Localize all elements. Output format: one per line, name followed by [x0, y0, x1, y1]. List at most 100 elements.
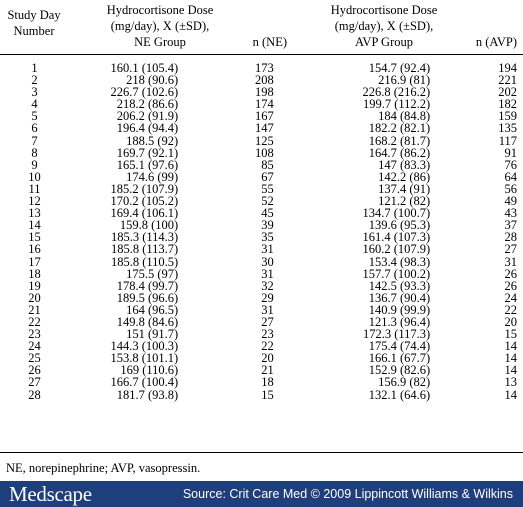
ne-dose-cell: 144.3 (100.3) — [110, 339, 179, 354]
avp-n-cell: 37 — [504, 218, 518, 233]
table-row: 26 169 (110.6) 21 152.9 (82.6) 14 — [0, 363, 523, 378]
ne-dose-cell: 218 (90.6) — [126, 73, 179, 88]
avp-dose-cell: 199.7 (112.2) — [362, 97, 431, 112]
avp-dose-cell: 226.8 (216.2) — [362, 85, 431, 100]
avp-dose-cell: 216.9 (81) — [378, 73, 431, 88]
ne-n-cell: 35 — [261, 230, 274, 245]
ne-n-cell: 27 — [261, 314, 274, 329]
table-row: 15 185.3 (114.3) 35 161.4 (107.3) 28 — [0, 230, 523, 245]
study-day-cell: 14 — [28, 218, 41, 233]
ne-dose-cell: 226.7 (102.6) — [110, 85, 179, 100]
avp-n-cell: 14 — [504, 339, 518, 354]
avp-n-cell: 26 — [504, 278, 518, 293]
avp-n-cell: 22 — [504, 302, 518, 317]
header-ne-dose: Hydrocortisone Dose (mg/day), X (±SD), N… — [106, 3, 214, 49]
ne-n-cell: 15 — [261, 387, 274, 402]
table-row: 12 170.2 (105.2) 52 121.2 (82) 49 — [0, 194, 523, 209]
avp-dose-cell: 121.2 (82) — [378, 194, 431, 209]
table-row: 4 218.2 (86.6) 174 199.7 (112.2) 182 — [0, 97, 523, 112]
avp-dose-cell: 154.7 (92.4) — [368, 61, 431, 75]
table-row: 14 159.8 (100) 39 139.6 (95.3) 37 — [0, 218, 523, 233]
avp-n-cell: 182 — [498, 97, 517, 112]
ne-n-cell: 198 — [255, 85, 274, 100]
ne-dose-cell: 159.8 (100) — [119, 218, 179, 233]
avp-dose-cell: 142.5 (93.3) — [368, 278, 431, 293]
avp-n-cell: 76 — [504, 157, 518, 172]
table-row: 23 151 (91.7) 23 172.3 (117.3) 15 — [0, 327, 523, 342]
study-day-cell: 13 — [28, 206, 41, 221]
ne-dose-cell: 189.5 (96.6) — [116, 290, 179, 305]
ne-dose-cell: 196.4 (94.4) — [116, 121, 179, 136]
ne-dose-cell: 164 (96.5) — [126, 302, 179, 317]
avp-n-cell: 28 — [504, 230, 518, 245]
ne-dose-cell: 174.6 (99) — [126, 169, 179, 184]
ne-n-cell: 39 — [261, 218, 274, 233]
header-divider — [0, 54, 523, 55]
table-row: 20 189.5 (96.6) 29 136.7 (90.4) 24 — [0, 290, 523, 305]
study-day-cell: 1 — [31, 61, 38, 75]
study-day-cell: 4 — [31, 97, 38, 112]
avp-n-cell: 14 — [504, 387, 518, 402]
avp-dose-cell: 153.4 (98.3) — [368, 254, 431, 269]
ne-dose-cell: 185.2 (107.9) — [110, 181, 179, 196]
study-day-cell: 26 — [28, 363, 41, 378]
ne-dose-cell: 170.2 (105.2) — [110, 194, 179, 209]
ne-dose-cell: 153.8 (101.1) — [110, 351, 179, 366]
avp-dose-cell: 139.6 (95.3) — [368, 218, 431, 233]
ne-dose-cell: 181.7 (93.8) — [116, 387, 179, 402]
brand-bar: Medscape Source: Crit Care Med © 2009 Li… — [0, 481, 523, 507]
avp-n-cell: 14 — [504, 363, 518, 378]
ne-n-cell: 67 — [261, 169, 274, 184]
ne-n-cell: 208 — [255, 73, 274, 88]
avp-n-cell: 56 — [504, 181, 518, 196]
table-row: 11 185.2 (107.9) 55 137.4 (91) 56 — [0, 181, 523, 196]
avp-dose-cell: 168.2 (81.7) — [368, 133, 431, 148]
ne-dose-cell: 169.7 (92.1) — [116, 145, 179, 160]
avp-dose-cell: 175.4 (74.4) — [368, 339, 431, 354]
avp-n-cell: 13 — [504, 375, 518, 390]
ne-n-cell: 108 — [255, 145, 274, 160]
avp-dose-cell: 136.7 (90.4) — [368, 290, 431, 305]
avp-dose-cell: 147 (83.3) — [378, 157, 431, 172]
study-day-cell: 2 — [31, 73, 38, 88]
table-body: 1 160.1 (105.4) 173 154.7 (92.4) 194 2 218 (90… — [0, 62, 523, 401]
table-row: 2 218 (90.6) 208 216.9 (81) 221 — [0, 73, 523, 88]
table-row: 13 169.4 (106.1) 45 134.7 (100.7) 43 — [0, 206, 523, 221]
study-day-cell: 27 — [28, 375, 41, 390]
avp-dose-cell: 121.3 (96.4) — [368, 314, 431, 329]
avp-n-cell: 159 — [498, 109, 517, 124]
study-day-cell: 17 — [28, 254, 41, 269]
ne-dose-cell: 151 (91.7) — [126, 327, 179, 342]
avp-dose-cell: 132.1 (64.6) — [368, 387, 431, 402]
ne-dose-cell: 149.8 (84.6) — [116, 314, 179, 329]
ne-n-cell: 55 — [261, 181, 274, 196]
ne-dose-cell: 160.1 (105.4) — [110, 61, 179, 75]
ne-n-cell: 31 — [261, 242, 274, 257]
ne-dose-cell: 185.8 (113.7) — [110, 242, 179, 257]
table-row: 27 166.7 (100.4) 18 156.9 (82) 13 — [0, 375, 523, 390]
footnote: NE, norepinephrine; AVP, vasopressin. — [6, 461, 201, 475]
table-row: 24 144.3 (100.3) 22 175.4 (74.4) 14 — [0, 339, 523, 354]
table-row: 3 226.7 (102.6) 198 226.8 (216.2) 202 — [0, 85, 523, 100]
ne-dose-cell: 218.2 (86.6) — [116, 97, 179, 112]
ne-n-cell: 23 — [261, 327, 274, 342]
table-row: 8 169.7 (92.1) 108 164.7 (86.2) 91 — [0, 145, 523, 160]
table-row: 1 160.1 (105.4) 173 154.7 (92.4) 194 — [0, 61, 523, 75]
ne-n-cell: 32 — [261, 278, 274, 293]
ne-n-cell: 173 — [255, 61, 274, 75]
study-day-cell: 10 — [28, 169, 41, 184]
ne-n-cell: 21 — [261, 363, 274, 378]
study-day-cell: 15 — [28, 230, 41, 245]
ne-dose-cell: 169 (110.6) — [120, 363, 179, 378]
avp-dose-cell: 184 (84.8) — [378, 109, 431, 124]
avp-dose-cell: 137.4 (91) — [378, 181, 431, 196]
table-row: 6 196.4 (94.4) 147 182.2 (82.1) 135 — [0, 121, 523, 136]
ne-dose-cell: 175.5 (97) — [126, 266, 179, 281]
avp-n-cell: 20 — [504, 314, 518, 329]
study-day-cell: 28 — [28, 387, 41, 402]
ne-n-cell: 45 — [261, 206, 274, 221]
ne-n-cell: 147 — [255, 121, 274, 136]
table-row: 10 174.6 (99) 67 142.2 (86) 64 — [0, 169, 523, 184]
header-n-ne: n (NE) — [252, 35, 287, 49]
avp-n-cell: 49 — [504, 194, 518, 209]
